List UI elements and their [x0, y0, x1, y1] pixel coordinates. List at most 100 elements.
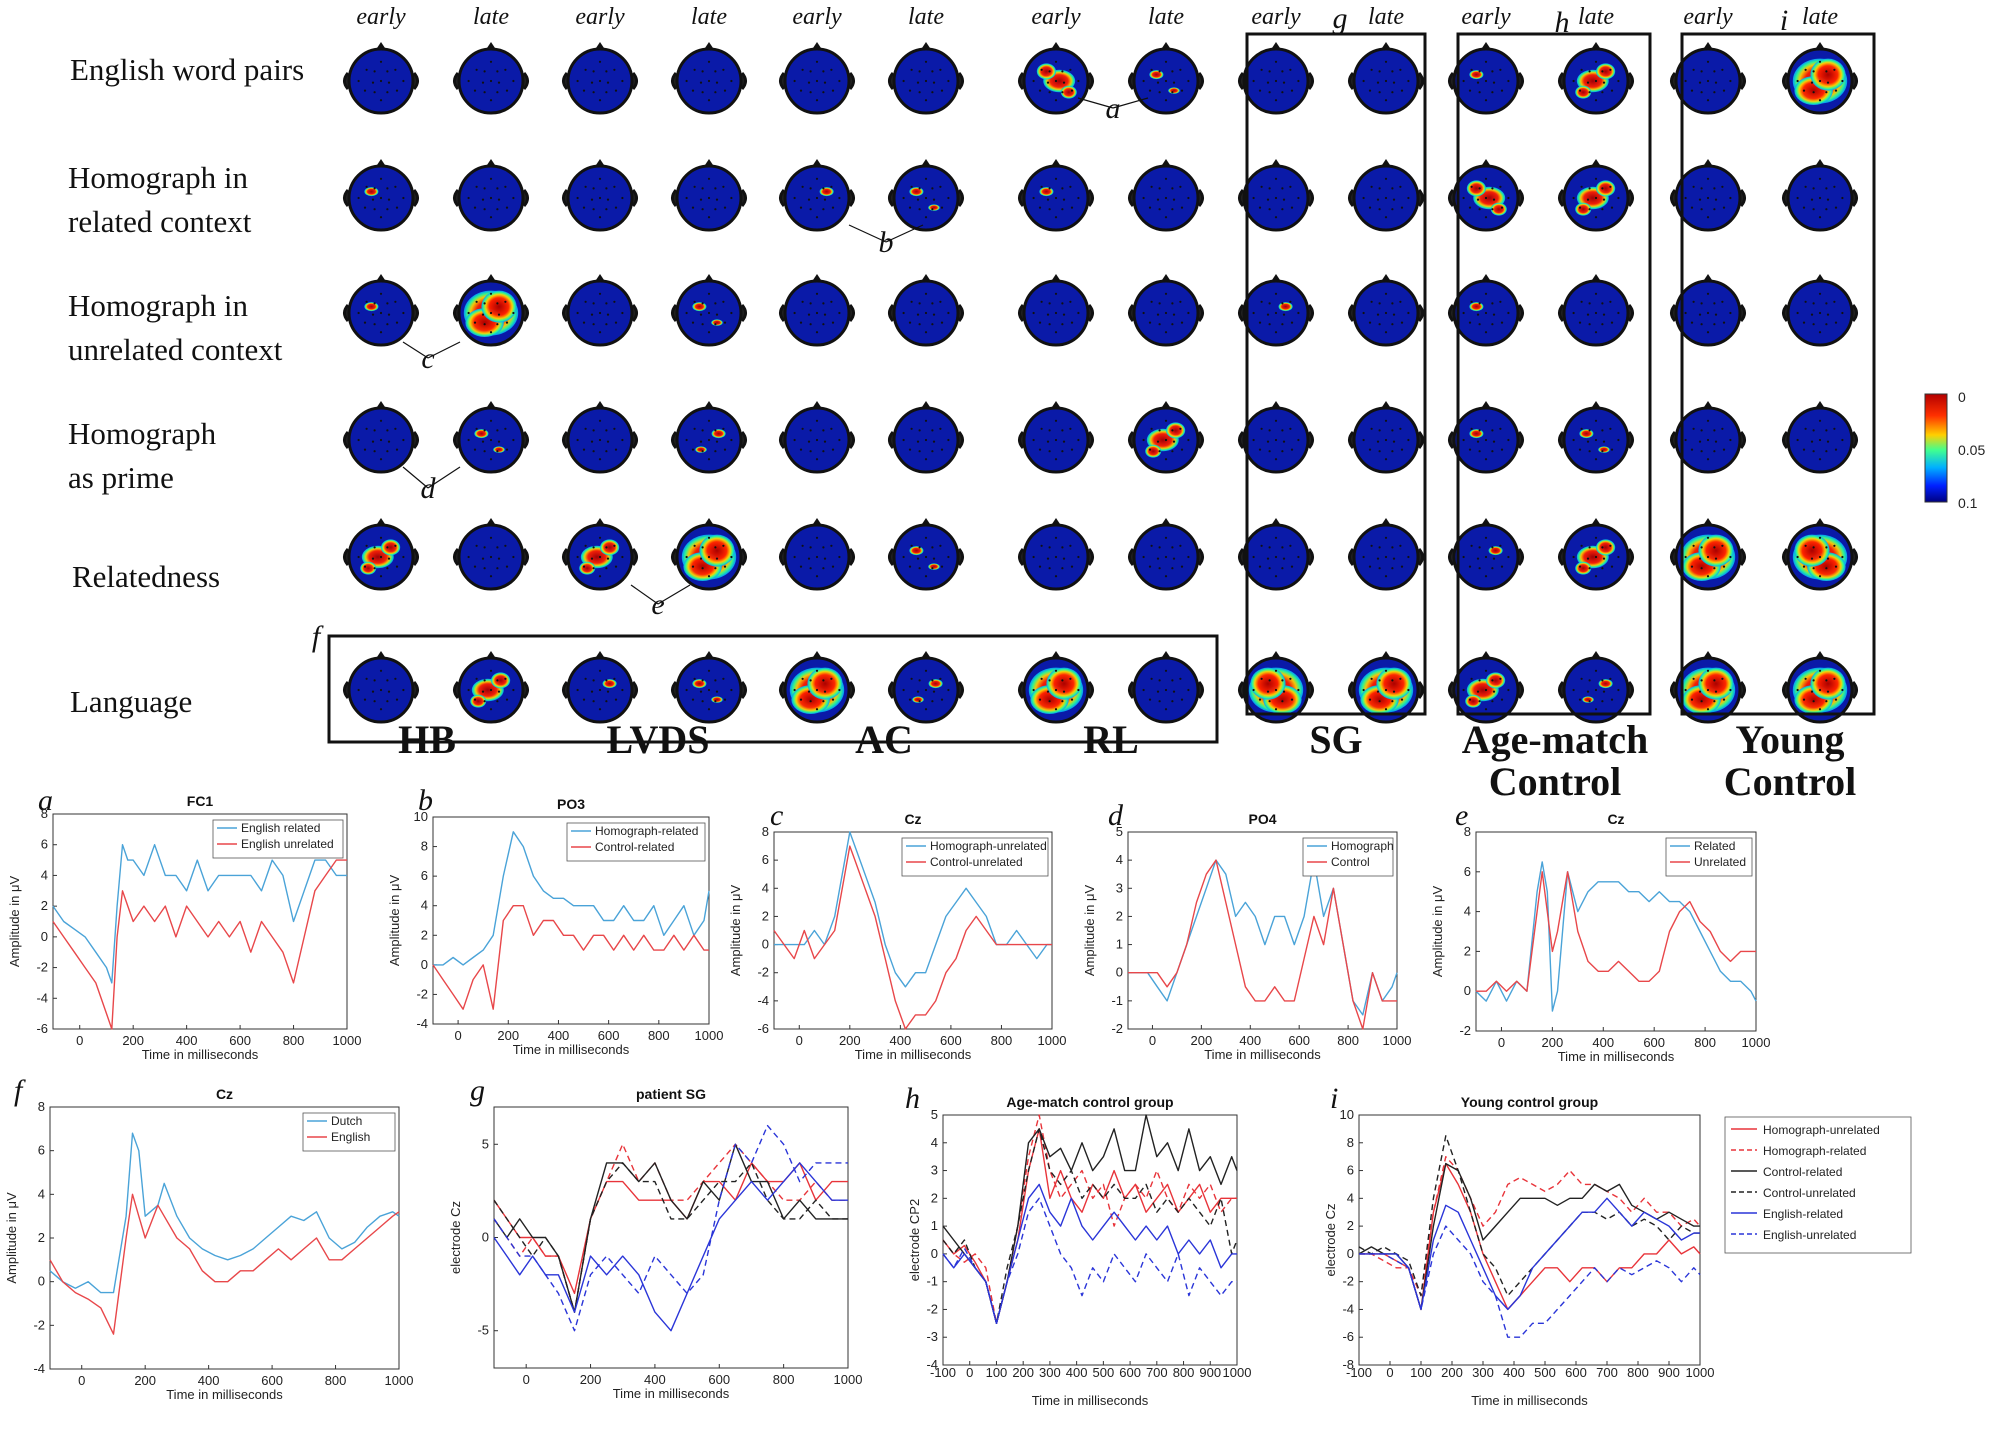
electrode-dot [822, 567, 825, 570]
row-label: as prime [68, 460, 174, 495]
electrode-dot [489, 79, 493, 83]
electrode-dot [707, 438, 711, 442]
electrode-dot [931, 91, 934, 94]
electrode-dot [1478, 91, 1481, 94]
electrode-dot [1062, 313, 1066, 316]
topomap-ear [412, 431, 419, 449]
x-tick-label: 1000 [385, 1373, 414, 1388]
electrode-dot [1164, 458, 1168, 461]
electrode-dot [1172, 81, 1176, 84]
electrode-dot [1491, 302, 1494, 305]
topomap-ear [1417, 189, 1424, 207]
x-tick-label: 400 [1239, 1033, 1261, 1048]
electrode-dot [1499, 677, 1502, 680]
electrode-dot [1297, 688, 1300, 692]
topomap-ear [1417, 681, 1424, 699]
electrode-dot [1400, 321, 1404, 324]
electrode-dot [1046, 440, 1050, 443]
electrode-dot [815, 331, 819, 334]
electrode-dot [379, 331, 383, 334]
electrode-dot [489, 536, 493, 539]
x-tick-label: 400 [1592, 1035, 1614, 1050]
electrode-dot [1818, 458, 1822, 461]
electrode-dot [1032, 79, 1035, 83]
electrode-dot [1148, 89, 1152, 92]
electrode-dot [924, 708, 928, 711]
electrode-dot [918, 429, 921, 432]
topomap [1128, 401, 1204, 474]
legend-label: Control-unrelated [930, 855, 1023, 869]
electrode-dot [715, 198, 719, 201]
electrode-dot [1164, 331, 1168, 334]
electrode-dot [947, 311, 950, 315]
topomap-ear [1739, 431, 1746, 449]
electrode-dot [1826, 690, 1830, 693]
electrode-dot [1062, 690, 1066, 693]
electrode-dot [1698, 440, 1702, 443]
topomap-grid: early late early late early late early late earl… [68, 2, 1876, 804]
electrode-dot [809, 429, 812, 432]
topomap [453, 401, 529, 474]
electrode-dot [1714, 690, 1718, 693]
electrode-dot [590, 313, 594, 316]
electrode-dot [924, 292, 928, 295]
y-tick-label: -8 [1342, 1357, 1354, 1372]
electrode-dot [621, 79, 624, 83]
electrode-dot [1700, 546, 1703, 549]
electrode-dot [592, 700, 595, 703]
electrode-dot [1491, 450, 1494, 453]
box-language-f [327, 634, 1219, 744]
electrode-dot [1407, 688, 1410, 692]
electrode-dot [1594, 79, 1598, 83]
electrode-dot [1077, 438, 1080, 442]
topomap-ear [1018, 681, 1025, 699]
group-label: AC [855, 717, 913, 762]
electrode-dot [386, 91, 389, 94]
electrode-dot [793, 311, 796, 315]
panel-letter: d [1108, 799, 1124, 832]
column-header-late: late [473, 4, 509, 30]
electrode-dot [723, 321, 727, 324]
topomap-blob [1469, 70, 1484, 80]
electrode-dot [1384, 458, 1388, 461]
electrode-dot [467, 688, 470, 692]
electrode-dot [1274, 555, 1278, 559]
topomap-ear [1448, 431, 1455, 449]
electrode-dot [576, 688, 579, 692]
electrode-dot [1580, 300, 1583, 303]
electrode-dot [1297, 438, 1300, 442]
electrode-dot [1252, 196, 1255, 200]
electrode-dot [1507, 438, 1510, 442]
electrode-dot [1812, 567, 1815, 570]
electrode-dot [473, 448, 477, 451]
electrode-dot [1578, 448, 1582, 451]
electrode-dot [931, 429, 934, 432]
electrode-dot [1150, 300, 1153, 303]
topomap-ear [631, 431, 638, 449]
electrode-dot [1802, 321, 1806, 324]
topomap-blob [1575, 202, 1592, 216]
electrode-dot [1706, 311, 1710, 315]
electrode-dot [908, 698, 912, 701]
electrode-dot [605, 429, 608, 432]
topomap-blob [1810, 58, 1846, 91]
electrode-dot [1062, 440, 1066, 443]
topomap-outline [675, 164, 743, 232]
electrode-dot [1378, 450, 1381, 453]
electrode-dot [1274, 536, 1278, 539]
electrode-dot [605, 546, 608, 549]
y-tick-label: -4 [757, 993, 769, 1008]
electrode-dot [489, 458, 493, 461]
electrode-dot [1171, 700, 1174, 703]
electrode-dot [1713, 700, 1716, 703]
y-tick-label: 2 [762, 908, 769, 923]
electrode-dot [1684, 555, 1687, 559]
topomap-ear [1558, 304, 1565, 322]
electrode-dot [1040, 68, 1043, 71]
electrode-dot [357, 311, 360, 315]
electrode-dot [497, 198, 501, 201]
electrode-dot [924, 177, 928, 180]
electrode-dot [467, 196, 470, 200]
electrode-dot [924, 216, 928, 219]
